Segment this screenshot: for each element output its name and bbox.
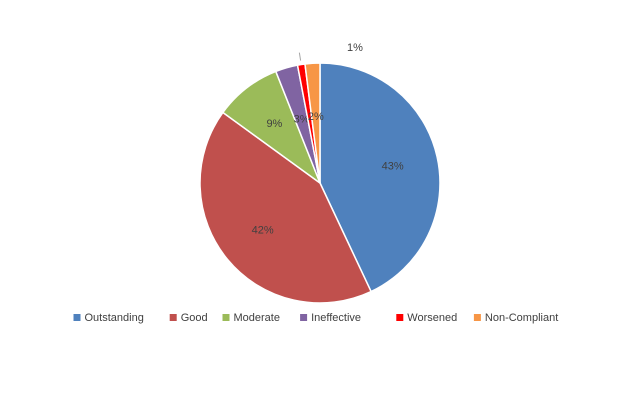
- pie-slice: [199, 111, 373, 304]
- pie-slice: [304, 62, 321, 184]
- data-label: 43%: [382, 161, 404, 173]
- legend-label: Ineffective: [311, 312, 361, 324]
- data-label: 3%: [294, 114, 310, 126]
- leader-line: [298, 52, 302, 61]
- legend-swatch: [473, 314, 481, 321]
- legend-swatch: [396, 314, 404, 321]
- legend-swatch: [169, 314, 177, 321]
- data-label: 9%: [266, 118, 282, 130]
- data-label: 1%: [347, 42, 363, 54]
- legend-label: Worsened: [407, 312, 457, 324]
- legend-swatch: [300, 314, 308, 321]
- legend-label: Good: [181, 312, 208, 324]
- legend-swatch: [222, 314, 230, 321]
- legend-label: Outstanding: [85, 312, 144, 324]
- legend-swatch: [73, 314, 81, 321]
- legend-label: Non-Compliant: [485, 312, 558, 324]
- legend-label: Moderate: [234, 312, 280, 324]
- pie-slice: [319, 62, 441, 293]
- data-label: 42%: [252, 224, 274, 236]
- data-label: 2%: [308, 111, 324, 123]
